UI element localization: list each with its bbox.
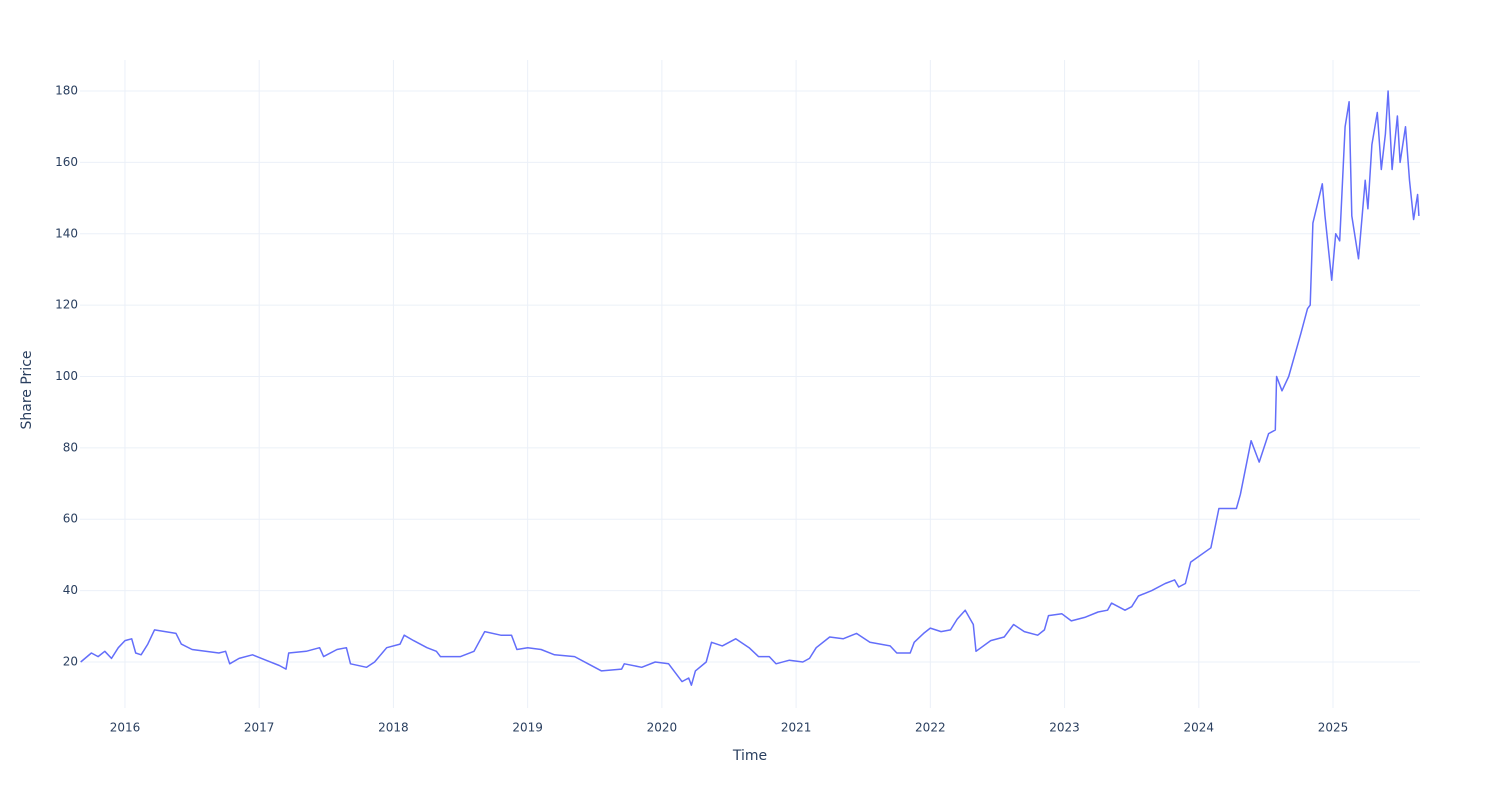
x-tick-label: 2024 xyxy=(1184,721,1215,735)
x-tick-label: 2025 xyxy=(1318,721,1349,735)
y-tick-label: 20 xyxy=(63,654,78,668)
y-tick-label: 120 xyxy=(55,298,78,312)
x-axis-title: Time xyxy=(732,748,767,764)
y-tick-label: 60 xyxy=(63,512,78,526)
price-line xyxy=(80,90,1420,686)
x-tick-label: 2017 xyxy=(244,721,275,735)
plot xyxy=(80,90,1420,686)
y-tick-label: 160 xyxy=(55,155,78,169)
x-tick-label: 2020 xyxy=(647,721,678,735)
y-tick-label: 100 xyxy=(55,369,78,383)
x-tick-label: 2023 xyxy=(1049,721,1080,735)
grid xyxy=(80,60,1420,708)
y-tick-label: 140 xyxy=(55,226,78,240)
y-axis-title: Share Price xyxy=(19,350,35,429)
y-tick-label: 40 xyxy=(63,583,78,597)
x-tick-label: 2019 xyxy=(512,721,543,735)
x-tick-label: 2016 xyxy=(110,721,141,735)
x-tick-label: 2018 xyxy=(378,721,409,735)
x-tick-label: 2022 xyxy=(915,721,946,735)
y-tick-label: 180 xyxy=(55,84,78,98)
y-tick-label: 80 xyxy=(63,440,78,454)
x-tick-label: 2021 xyxy=(781,721,812,735)
